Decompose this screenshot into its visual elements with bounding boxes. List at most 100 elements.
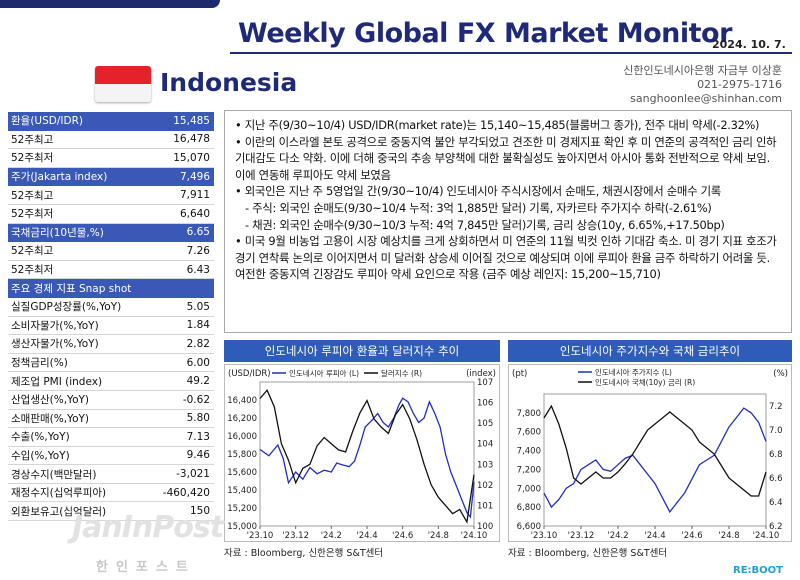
- x-tick-label: '24.4: [644, 531, 665, 541]
- legend-label: 인도네시아 국채(10y) 금리 (R): [595, 377, 695, 387]
- indicator-row: 소매판매(%,YoY) 5.80: [8, 410, 214, 429]
- indicator-value: 6.43: [187, 264, 210, 276]
- x-tick-label: '24.8: [718, 531, 739, 541]
- indicator-section-header: 환율(USD/IDR) 15,485: [8, 112, 214, 131]
- indicator-label: 국채금리(10년물,%): [11, 225, 104, 240]
- indicator-row: 재정수지(십억루피아) -460,420: [8, 484, 214, 503]
- indicator-label: 52주최저: [11, 262, 53, 277]
- x-tick-label: '23.12: [568, 531, 595, 541]
- indicator-value: 1.84: [187, 319, 210, 331]
- indicator-section-header: 주요 경제 지표 Snap shot: [8, 279, 214, 298]
- x-tick-label: '24.6: [392, 531, 413, 541]
- report-date: 2024. 10. 7.: [712, 38, 786, 51]
- commentary-bullet: • 미국 9월 비농업 고용이 시장 예상치를 크게 상회하면서 미 연준의 1…: [235, 233, 783, 283]
- indicator-row: 생산자물가(%,YoY) 2.82: [8, 335, 214, 354]
- indicator-value: 6.65: [187, 226, 210, 238]
- y-tick-label: 15,800: [227, 450, 257, 460]
- indicator-value: 6.00: [187, 357, 210, 369]
- x-tick-label: '24.10: [753, 531, 780, 541]
- indicator-value: 2.82: [187, 338, 210, 350]
- y2-axis-label: (index): [466, 369, 496, 379]
- y2-tick-label: 6.8: [769, 450, 783, 460]
- y-tick-label: 16,000: [227, 432, 257, 442]
- indicator-row: 52주최고 7,911: [8, 186, 214, 205]
- indicator-value: -0.62: [183, 394, 210, 406]
- indicator-value: 15,070: [173, 152, 210, 164]
- indicator-value: 7.26: [187, 245, 210, 257]
- market-commentary: • 지난 주(9/30~10/4) USD/IDR(market rate)는 …: [224, 110, 792, 333]
- indicator-value: -460,420: [163, 487, 210, 499]
- page-title: Weekly Global FX Market Monitor: [238, 18, 732, 49]
- y-tick-label: 16,200: [227, 414, 257, 424]
- indicator-label: 정책금리(%): [11, 355, 68, 370]
- indicator-row: 52주최저 15,070: [8, 149, 214, 168]
- y2-tick-label: 105: [477, 419, 493, 429]
- commentary-bullet: - 채권: 외국인 순매수(9/30~10/3 누적: 4억 7,845만 달러…: [235, 217, 783, 234]
- y2-tick-label: 7.2: [769, 402, 783, 412]
- legend-label: 인도네시아 루피아 (L): [289, 368, 359, 378]
- y2-tick-label: 106: [477, 399, 493, 409]
- indicator-value: 9.46: [187, 449, 210, 461]
- indicator-row: 제조업 PMI (index) 49.2: [8, 372, 214, 391]
- x-tick-label: '24.4: [356, 531, 377, 541]
- author-name: 신한인도네시아은행 자금부 이상훈: [623, 64, 782, 78]
- indicator-label: 실질GDP성장률(%,YoY): [11, 299, 121, 314]
- x-tick-label: '24.2: [607, 531, 628, 541]
- indicator-row: 수출(%,YoY) 7.13: [8, 428, 214, 447]
- indicator-label: 경상수지(백만달러): [11, 467, 96, 482]
- reboot-logo: RE:BOOT: [733, 565, 783, 576]
- indicator-value: 15,485: [173, 115, 210, 127]
- indicator-row: 52주최고 7.26: [8, 242, 214, 261]
- indicator-label: 52주최고: [11, 132, 53, 147]
- author-info: 신한인도네시아은행 자금부 이상훈 021-2975-1716 sanghoon…: [623, 64, 782, 106]
- author-email[interactable]: sanghoonlee@shinhan.com: [623, 92, 782, 106]
- y-axis-label: (USD/IDR): [228, 369, 271, 379]
- y-tick-label: 7,000: [517, 484, 541, 494]
- indicator-value: 16,478: [173, 133, 210, 145]
- indicator-row: 소비자물가(%,YoY) 1.84: [8, 317, 214, 336]
- indicator-label: 52주최고: [11, 243, 53, 258]
- y-tick-label: 7,600: [517, 428, 541, 438]
- indicator-label: 산업생산(%,YoY): [11, 392, 89, 407]
- indicator-section-header: 국채금리(10년물,%) 6.65: [8, 224, 214, 243]
- indicator-label: 수출(%,YoY): [11, 429, 70, 444]
- y2-tick-label: 102: [477, 481, 493, 491]
- country-title: Indonesia: [160, 68, 297, 97]
- chart2-title: 인도네시아 주가지수와 국채 금리추이: [508, 340, 792, 362]
- indicator-row: 52주최고 16,478: [8, 131, 214, 150]
- indicator-row: 수입(%,YoY) 9.46: [8, 447, 214, 466]
- indicator-value: 6,640: [180, 208, 210, 220]
- legend-label: 인도네시아 주가지수 (L): [595, 367, 672, 377]
- indicator-value: 7,496: [180, 171, 210, 183]
- indicator-label: 제조업 PMI (index): [11, 374, 102, 389]
- y2-tick-label: 6.6: [769, 474, 783, 484]
- x-tick-label: '23.10: [247, 531, 274, 541]
- y-tick-label: 7,400: [517, 447, 541, 457]
- indicator-label: 주요 경제 지표 Snap shot: [11, 281, 131, 296]
- indicator-row: 실질GDP성장률(%,YoY) 5.05: [8, 298, 214, 317]
- commentary-bullet: • 외국인은 지난 주 5영업일 간(9/30~10/4) 인도네시아 주식시장…: [235, 183, 783, 200]
- title-rule: [230, 52, 792, 54]
- indicator-label: 수입(%,YoY): [11, 448, 70, 463]
- indicator-value: 5.05: [187, 301, 210, 313]
- chart1-source: 자료 : Bloomberg, 신한은행 S&T센터: [224, 545, 383, 559]
- indicator-label: 생산자물가(%,YoY): [11, 336, 99, 351]
- indicator-row: 52주최저 6,640: [8, 205, 214, 224]
- indicator-label: 주가(Jakarta index): [11, 169, 107, 184]
- top-accent-bar: [0, 0, 220, 8]
- indicator-value: -3,021: [176, 468, 210, 480]
- stock-bond-chart: 6,6006,8007,0007,2007,4007,6007,8006.26.…: [508, 364, 792, 542]
- indicator-row: 정책금리(%) 6.00: [8, 354, 214, 373]
- y2-axis-label: (%): [773, 369, 788, 379]
- indicator-row: 경상수지(백만달러) -3,021: [8, 465, 214, 484]
- legend-label: 달러지수 (R): [381, 369, 422, 378]
- y2-tick-label: 101: [477, 501, 493, 511]
- indicator-value: 5.80: [187, 412, 210, 424]
- x-tick-label: '24.6: [681, 531, 702, 541]
- y-tick-label: 15,600: [227, 468, 257, 478]
- indicator-value: 49.2: [187, 375, 210, 387]
- indicator-label: 환율(USD/IDR): [11, 113, 83, 128]
- fx-dollar-index-chart: 15,00015,20015,40015,60015,80016,00016,2…: [224, 364, 500, 542]
- indicator-label: 소비자물가(%,YoY): [11, 318, 99, 333]
- x-tick-label: '23.12: [282, 531, 309, 541]
